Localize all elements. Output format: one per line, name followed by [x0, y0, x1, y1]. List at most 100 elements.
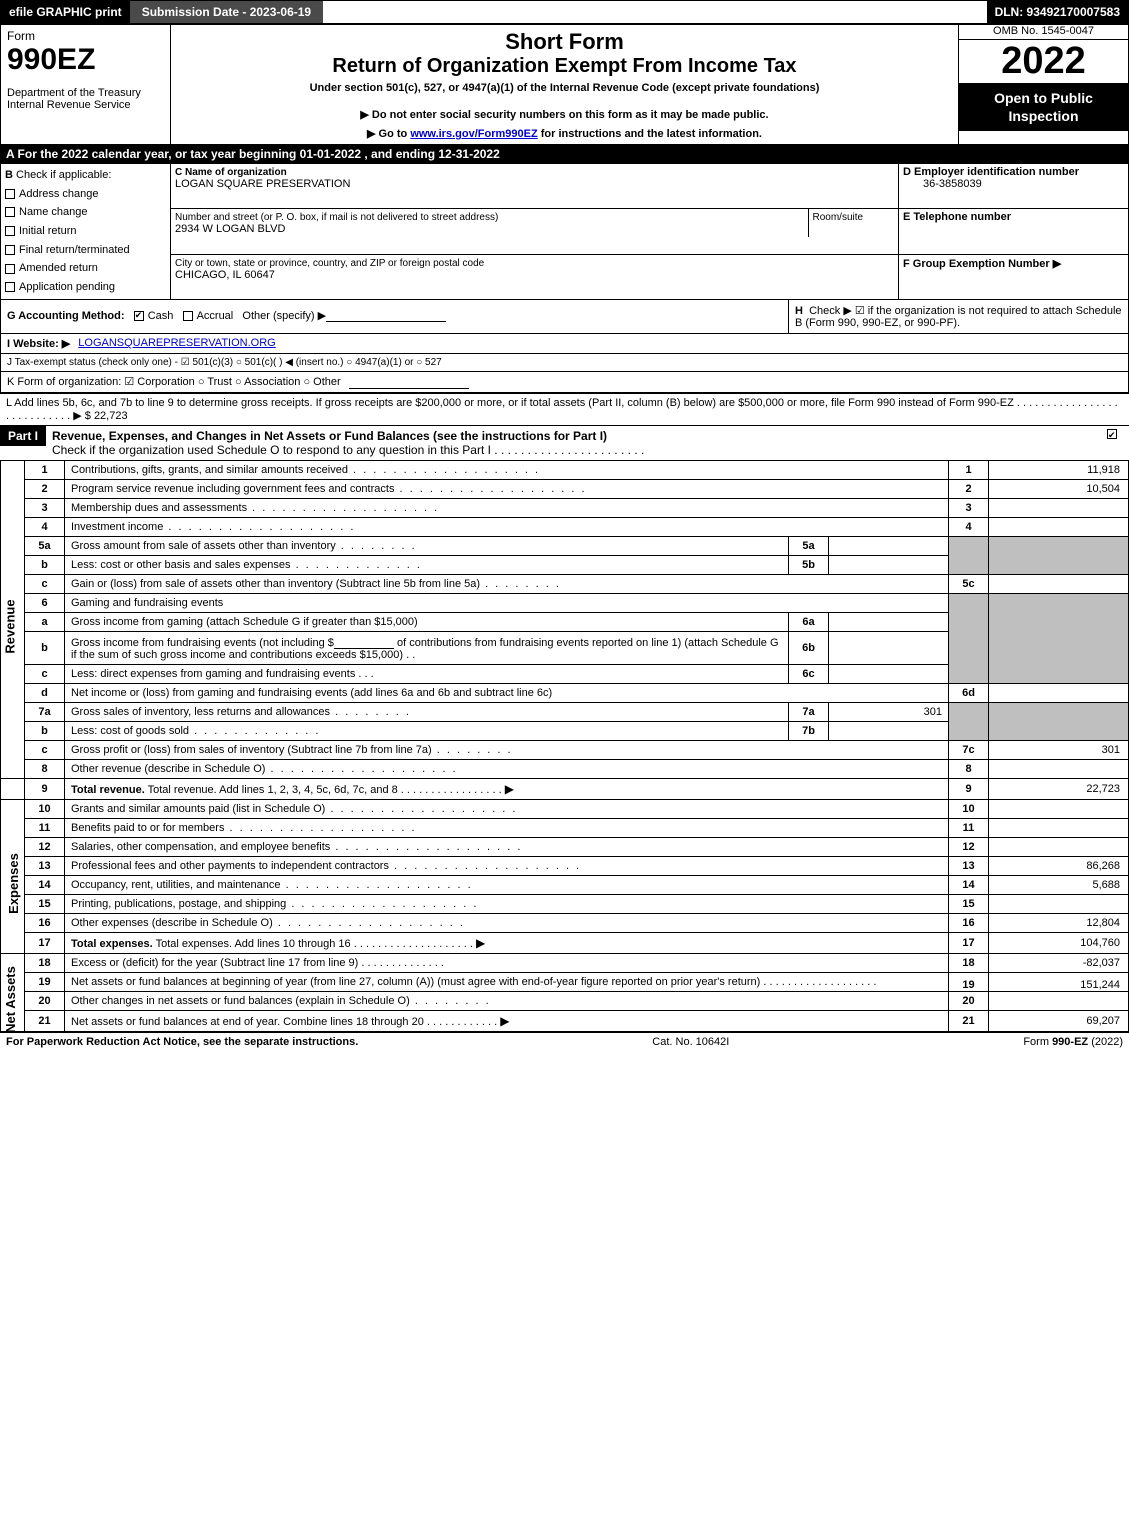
line-17-desc: Total expenses. Total expenses. Add line…: [65, 932, 949, 953]
line-18-desc: Excess or (deficit) for the year (Subtra…: [65, 953, 949, 972]
line-4-desc: Investment income: [65, 517, 949, 536]
return-title: Return of Organization Exempt From Incom…: [177, 55, 952, 78]
efile-graphic-print: efile GRAPHIC print: [1, 1, 130, 23]
line-5c-desc: Gain or (loss) from sale of assets other…: [65, 574, 949, 593]
checkbox-name-change[interactable]: [5, 207, 15, 217]
section-e-phone: E Telephone number: [899, 209, 1129, 254]
title-cell: Short Form Return of Organization Exempt…: [171, 25, 959, 99]
street-address: 2934 W LOGAN BLVD: [175, 223, 285, 235]
line-4-value: [989, 517, 1129, 536]
dln: DLN: 93492170007583: [987, 1, 1128, 23]
line-6c-desc: Less: direct expenses from gaming and fu…: [65, 664, 789, 683]
website-link[interactable]: LOGANSQUAREPRESERVATION.ORG: [78, 337, 275, 349]
line-9-value: 22,723: [989, 778, 1129, 799]
footer-form-ref: Form 990-EZ (2022): [1023, 1036, 1123, 1048]
omb-number: OMB No. 1545-0047: [959, 25, 1128, 40]
checkbox-cash[interactable]: [134, 311, 144, 321]
line-7a-value: 301: [829, 702, 949, 721]
line-5a-desc: Gross amount from sale of assets other t…: [65, 536, 789, 555]
line-20-desc: Other changes in net assets or fund bala…: [65, 991, 949, 1010]
line-8-desc: Other revenue (describe in Schedule O): [65, 759, 949, 778]
line-1-value: 11,918: [989, 460, 1129, 479]
section-j-tax-exempt: J Tax-exempt status (check only one) - ☑…: [0, 354, 1129, 372]
net-assets-side-label: Net Assets: [1, 953, 25, 1031]
line-19-desc: Net assets or fund balances at beginning…: [65, 972, 949, 991]
checkbox-final-return[interactable]: [5, 245, 15, 255]
line-9-desc: Total revenue. Total revenue. Add lines …: [65, 778, 949, 799]
line-2-value: 10,504: [989, 479, 1129, 498]
instructions-cell: ▶ Do not enter social security numbers o…: [171, 98, 959, 145]
form-id-cell: Form 990EZ Department of the Treasury In…: [1, 25, 171, 145]
entity-info: B Check if applicable: Address change Na…: [0, 163, 1129, 300]
line-6b-desc: Gross income from fundraising events (no…: [65, 631, 789, 664]
section-a-tax-year: A For the 2022 calendar year, or tax yea…: [0, 145, 1129, 163]
section-b-checkboxes: B Check if applicable: Address change Na…: [1, 164, 171, 300]
line-17-value: 104,760: [989, 932, 1129, 953]
tax-year: 2022: [959, 40, 1128, 83]
form-number: 990EZ: [7, 43, 164, 77]
dept-treasury: Department of the Treasury Internal Reve…: [7, 87, 164, 111]
checkbox-amended[interactable]: [5, 264, 15, 274]
line-18-value: -82,037: [989, 953, 1129, 972]
line-3-value: [989, 498, 1129, 517]
line-6a-desc: Gross income from gaming (attach Schedul…: [65, 612, 789, 631]
ein-value: 36-3858039: [903, 178, 982, 190]
efile-label: efile GRAPHIC print: [9, 5, 122, 19]
section-d-ein: D Employer identification number 36-3858…: [899, 164, 1129, 209]
checkbox-address-change[interactable]: [5, 189, 15, 199]
line-7c-desc: Gross profit or (loss) from sales of inv…: [65, 740, 949, 759]
section-k-form-org: K Form of organization: ☑ Corporation ○ …: [0, 372, 1129, 393]
line-13-value: 86,268: [989, 856, 1129, 875]
do-not-enter: ▶ Do not enter social security numbers o…: [177, 108, 952, 121]
page-footer: For Paperwork Reduction Act Notice, see …: [0, 1032, 1129, 1051]
form-header: Form 990EZ Department of the Treasury In…: [0, 24, 1129, 145]
section-i-website: I Website: ▶ LOGANSQUAREPRESERVATION.ORG: [0, 334, 1129, 354]
footer-left: For Paperwork Reduction Act Notice, see …: [6, 1036, 358, 1048]
goto-link[interactable]: ▶ Go to www.irs.gov/Form990EZ for instru…: [177, 127, 952, 140]
line-19-value: 151,244: [989, 972, 1129, 991]
gross-receipts-value: 22,723: [94, 410, 128, 422]
irs-link[interactable]: www.irs.gov/Form990EZ: [410, 128, 537, 140]
revenue-side-label: Revenue: [1, 460, 25, 778]
city-state-zip: CHICAGO, IL 60647: [175, 269, 275, 281]
line-16-desc: Other expenses (describe in Schedule O): [65, 913, 949, 932]
city-cell: City or town, state or province, country…: [171, 254, 899, 299]
line-14-value: 5,688: [989, 875, 1129, 894]
section-g-accounting: G Accounting Method: Cash Accrual Other …: [1, 300, 788, 333]
submission-date: Submission Date - 2023-06-19: [130, 1, 323, 23]
line-12-desc: Salaries, other compensation, and employ…: [65, 837, 949, 856]
line-21-value: 69,207: [989, 1010, 1129, 1031]
short-form-title: Short Form: [177, 29, 952, 55]
street-cell: Number and street (or P. O. box, if mail…: [171, 209, 899, 254]
part-1-checkbox[interactable]: [1107, 426, 1129, 440]
omb-year-cell: OMB No. 1545-0047 2022 Open to Public In…: [959, 25, 1129, 145]
line-6d-desc: Net income or (loss) from gaming and fun…: [65, 683, 949, 702]
revenue-expenses-table: Revenue 1 Contributions, gifts, grants, …: [0, 460, 1129, 1032]
line-7a-desc: Gross sales of inventory, less returns a…: [65, 702, 789, 721]
section-l-gross-receipts: L Add lines 5b, 6c, and 7b to line 9 to …: [0, 393, 1129, 425]
line-14-desc: Occupancy, rent, utilities, and maintena…: [65, 875, 949, 894]
open-to-public: Open to Public Inspection: [959, 83, 1128, 131]
line-21-desc: Net assets or fund balances at end of ye…: [65, 1010, 949, 1031]
org-name-cell: C Name of organization LOGAN SQUARE PRES…: [171, 164, 899, 209]
line-16-value: 12,804: [989, 913, 1129, 932]
org-name: LOGAN SQUARE PRESERVATION: [175, 178, 350, 190]
part-1-label: Part I: [0, 426, 46, 446]
footer-cat-no: Cat. No. 10642I: [652, 1036, 729, 1048]
line-13-desc: Professional fees and other payments to …: [65, 856, 949, 875]
line-10-desc: Grants and similar amounts paid (list in…: [65, 799, 949, 818]
line-7b-desc: Less: cost of goods sold: [65, 721, 789, 740]
part-1-title: Revenue, Expenses, and Changes in Net As…: [46, 426, 1107, 460]
line-11-desc: Benefits paid to or for members: [65, 818, 949, 837]
room-suite-label: Room/suite: [813, 212, 864, 223]
section-f-group: F Group Exemption Number ▶: [899, 254, 1129, 299]
checkbox-accrual[interactable]: [183, 311, 193, 321]
line-7c-value: 301: [989, 740, 1129, 759]
checkbox-initial-return[interactable]: [5, 226, 15, 236]
line-5b-desc: Less: cost or other basis and sales expe…: [65, 555, 789, 574]
line-3-desc: Membership dues and assessments: [65, 498, 949, 517]
form-word: Form: [7, 29, 164, 43]
line-6-desc: Gaming and fundraising events: [65, 593, 949, 612]
checkbox-app-pending[interactable]: [5, 282, 15, 292]
line-2-desc: Program service revenue including govern…: [65, 479, 949, 498]
